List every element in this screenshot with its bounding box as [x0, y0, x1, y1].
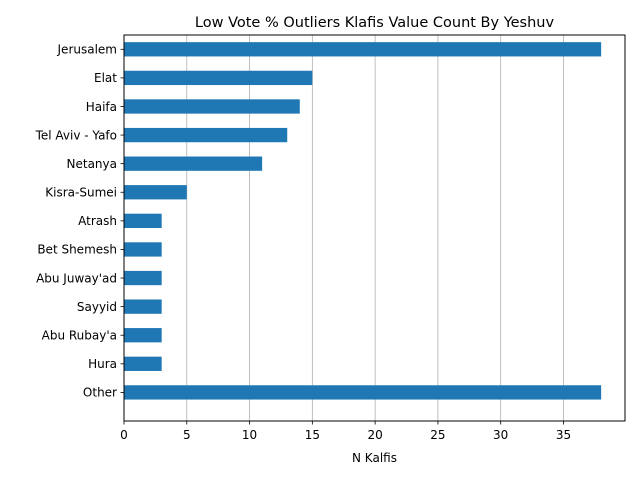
bar — [124, 328, 162, 343]
y-tick-label: Sayyid — [77, 300, 117, 314]
x-tick-label: 10 — [242, 428, 257, 442]
bars — [124, 42, 602, 400]
y-tick-label: Elat — [94, 71, 117, 85]
y-tick-label: Kisra-Sumei — [45, 186, 117, 200]
y-tick-label: Jerusalem — [57, 43, 117, 57]
x-tick-label: 0 — [120, 428, 128, 442]
x-ticks: 0 5 10 15 20 25 30 35 — [120, 421, 571, 442]
x-tick-label: 20 — [367, 428, 382, 442]
x-axis-label: N Kalfis — [352, 451, 397, 465]
bar — [124, 299, 162, 314]
y-ticks: Jerusalem Elat Haifa Tel Aviv - Yafo Netanya… — [35, 43, 124, 400]
bar — [124, 356, 162, 371]
bar — [124, 127, 288, 143]
bar — [124, 42, 602, 57]
x-tick-label: 25 — [430, 428, 445, 442]
bar — [124, 385, 602, 400]
bar — [124, 213, 162, 228]
y-tick-label: Abu Juway'ad — [36, 271, 117, 285]
bar — [124, 242, 162, 257]
y-tick-label: Tel Aviv - Yafo — [35, 128, 117, 142]
y-tick-label: Haifa — [86, 100, 117, 114]
bar — [124, 99, 300, 114]
plot-frame — [123, 34, 626, 422]
y-tick-label: Bet Shemesh — [37, 243, 117, 257]
x-tick-label: 30 — [493, 428, 508, 442]
y-tick-label: Other — [83, 386, 117, 400]
axes — [123, 34, 626, 422]
chart-title: Low Vote % Outliers Klafis Value Count B… — [195, 15, 555, 31]
y-tick-label: Hura — [88, 357, 117, 371]
y-tick-label: Netanya — [67, 157, 117, 171]
bar — [124, 270, 162, 286]
bar — [124, 70, 313, 86]
bar — [124, 185, 187, 200]
x-tick-label: 15 — [305, 428, 320, 442]
y-tick-label: Atrash — [78, 214, 117, 228]
x-tick-label: 5 — [183, 428, 191, 442]
x-tick-label: 35 — [556, 428, 571, 442]
bar — [124, 156, 263, 171]
grid — [186, 35, 564, 421]
y-tick-label: Abu Rubay'a — [42, 329, 117, 343]
